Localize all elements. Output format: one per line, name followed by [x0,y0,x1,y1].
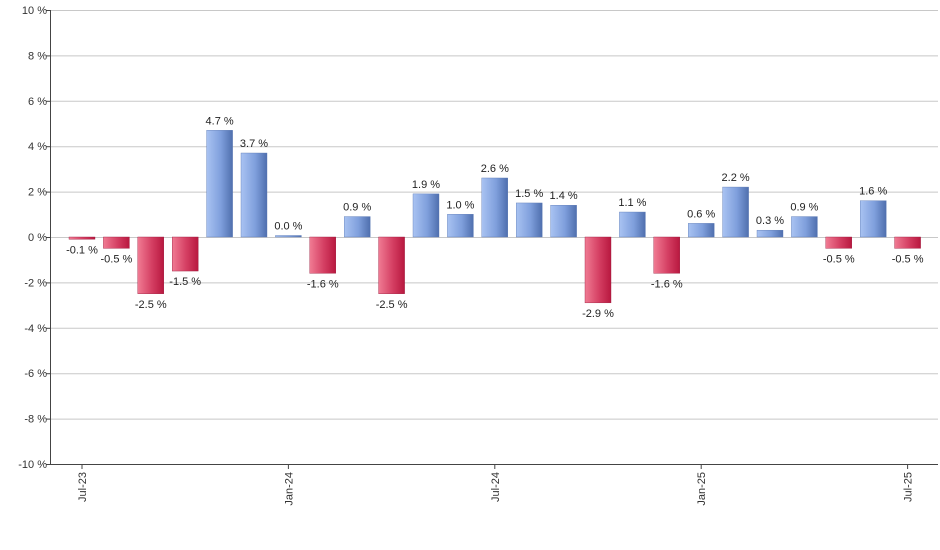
bar [653,236,680,274]
bar [722,186,749,238]
y-tick-label: -2 % [24,277,47,289]
data-label: -2.5 % [135,299,167,311]
data-label: 1.9 % [412,179,440,191]
bar [584,236,612,304]
x-tick-label: Jul-25 [903,472,915,502]
y-tick-label: 4 % [28,141,47,153]
y-axis-ticks: 10 % 8 % 6 % 4 % 2 % 0 % -2 % -4 % -6 % -8 % -10 % [18,5,50,471]
bar [412,193,440,238]
y-tick-label: -8 % [24,414,47,426]
data-label: -0.5 % [823,253,855,265]
data-label: 2.6 % [481,163,509,175]
data-label: -2.9 % [582,308,614,320]
bar [825,236,852,249]
bar [550,205,577,238]
bar [137,236,165,294]
x-tick-label: Jan-25 [696,472,708,506]
bar [619,211,646,238]
bar [756,229,784,238]
x-tick-label: Jul-23 [77,472,89,502]
bar [171,236,199,272]
bar [309,236,336,274]
data-label: 1.6 % [859,186,887,198]
bars [68,130,921,304]
data-label: 3.7 % [240,138,268,150]
y-tick-label: 6 % [28,96,47,108]
data-label: -0.1 % [66,244,98,256]
bar [516,202,543,238]
axes [50,10,938,465]
x-tick-label: Jul-24 [490,472,502,502]
bar [894,236,921,249]
data-label: -2.5 % [376,299,408,311]
y-tick-label: -6 % [24,368,47,380]
y-tick-label: 10 % [22,5,47,17]
bar [344,216,371,238]
bar [481,177,508,238]
bar [447,214,474,238]
data-label: -1.5 % [169,276,201,288]
data-label: 0.3 % [756,215,784,227]
bar [103,236,130,249]
bar [68,236,96,240]
bar [688,223,715,238]
data-label: 0.9 % [790,202,818,214]
data-label: -1.6 % [307,278,339,290]
y-tick-label: 0 % [28,232,47,244]
y-tick-label: 8 % [28,50,47,62]
bar [378,236,405,294]
data-label: 1.1 % [618,197,646,209]
y-tick-label: -10 % [18,459,47,471]
data-label: 0.9 % [343,202,371,214]
data-label: -0.5 % [101,253,133,265]
data-label: 1.5 % [515,188,543,200]
data-label: 0.6 % [687,208,715,220]
data-label: 4.7 % [206,115,234,127]
data-label: 1.4 % [550,190,578,202]
y-tick-label: -4 % [24,323,47,335]
bar [791,216,818,238]
bar [860,200,887,238]
data-label: 0.0 % [274,221,302,233]
data-label: 2.2 % [722,172,750,184]
data-label: -1.6 % [651,278,683,290]
bar [275,235,302,238]
data-label: -0.5 % [892,253,924,265]
y-tick-label: 2 % [28,187,47,199]
bar [240,152,268,238]
x-tick-label: Jan-24 [283,472,295,506]
data-labels: -0.1 %-0.5 %-2.5 %-1.5 %4.7 %3.7 %0.0 %-… [66,115,924,320]
bar [206,130,233,238]
data-label: 1.0 % [446,199,474,211]
x-axis-ticks: Jul-23 Jan-24 Jul-24 Jan-25 Jul-25 [77,464,915,506]
